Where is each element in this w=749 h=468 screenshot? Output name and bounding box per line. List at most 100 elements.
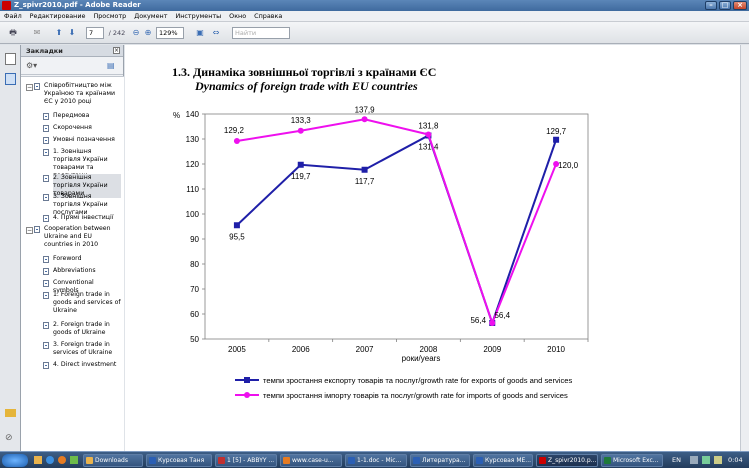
bookmarks-panel-header: Закладки × — [21, 45, 123, 57]
bookmarks-panel-icon[interactable] — [5, 73, 16, 85]
data-label-import: 129,2 — [224, 126, 245, 135]
zoom-out-button[interactable]: ⊖ — [132, 28, 140, 37]
data-label-export: 117,7 — [355, 177, 375, 186]
x-axis: 2005 2006 2007 2008 2009 2010 — [228, 339, 589, 354]
vertical-scrollbar[interactable] — [740, 45, 749, 451]
new-bookmark-icon[interactable]: ▤ — [107, 61, 115, 70]
y-tick-label: 50 — [190, 335, 199, 344]
bookmark-item[interactable]: 4. Direct investment — [43, 361, 121, 369]
print-icon[interactable]: 🖶 — [9, 28, 17, 37]
collapse-icon[interactable]: − — [26, 227, 33, 234]
bookmark-item[interactable]: 4. Прямі інвестиції — [43, 214, 121, 222]
bookmark-item[interactable]: Умовні позначення — [43, 136, 121, 144]
bookmarks-panel: Закладки × ⚙▾ ▤ − Співробітництво між Ук… — [21, 45, 124, 451]
document-page: 1.3. Динаміка зовнішньої торгівлі з краї… — [125, 45, 749, 451]
series-line-export — [236, 134, 558, 327]
bookmark-item[interactable]: Foreword — [43, 255, 121, 263]
data-label-export: 119,7 — [291, 172, 311, 181]
task-word-doc[interactable]: Литература... — [410, 454, 470, 467]
data-point-import — [361, 116, 368, 123]
legend-marker-export — [244, 377, 250, 383]
quicklaunch-firefox-icon[interactable] — [58, 456, 66, 464]
search-input[interactable]: Найти — [232, 27, 290, 39]
x-tick-label: 2009 — [483, 345, 501, 354]
bookmark-icon — [43, 342, 49, 349]
data-point-export — [233, 222, 240, 229]
folder-icon — [86, 457, 93, 464]
bookmark-item[interactable]: 2. Foreign trade in goods of Ukraine — [43, 321, 121, 337]
bookmark-item[interactable]: Скорочення — [43, 124, 121, 132]
bookmark-icon — [43, 125, 49, 132]
comments-icon[interactable] — [5, 409, 16, 417]
bookmark-item[interactable]: 3. Зовнішня торгівля України послугами — [43, 193, 121, 217]
next-page-button[interactable]: ⬇ — [68, 28, 76, 37]
panel-close-icon[interactable]: × — [113, 47, 120, 54]
task-adobe-reader[interactable]: Z_spivr2010.p... — [536, 454, 598, 467]
bookmark-item[interactable]: 3. Foreign trade in services of Ukraine — [43, 341, 121, 357]
page-number-input[interactable]: 7 — [86, 27, 104, 39]
quicklaunch-browser-icon[interactable] — [46, 456, 54, 464]
bookmark-icon — [34, 226, 40, 233]
menu-view[interactable]: Просмотр — [93, 12, 127, 20]
bookmark-group[interactable]: Cooperation between Ukraine and EU count… — [34, 225, 120, 249]
clock: 0:04 — [728, 456, 743, 464]
y-tick-label: 110 — [186, 185, 199, 194]
pages-panel-icon[interactable] — [5, 53, 16, 65]
data-point-export — [361, 166, 368, 173]
menu-file[interactable]: Файл — [4, 12, 22, 20]
bookmark-group[interactable]: Співробітництво між Україною та країнами… — [34, 82, 120, 106]
heading-ua: 1.3. Динаміка зовнішньої торгівлі з краї… — [172, 65, 436, 79]
quicklaunch-folder-icon[interactable] — [34, 456, 42, 464]
bookmark-icon — [43, 113, 49, 120]
previous-page-button[interactable]: ⬆ — [55, 28, 63, 37]
tray-icon[interactable] — [714, 456, 722, 464]
y-tick-label: 90 — [190, 235, 199, 244]
bookmark-icon — [43, 280, 49, 287]
menu-help[interactable]: Справка — [254, 12, 283, 20]
menu-edit[interactable]: Редактирование — [29, 12, 86, 20]
task-excel[interactable]: Microsoft Exc... — [601, 454, 663, 467]
x-tick-label: 2005 — [228, 345, 246, 354]
zoom-select[interactable]: 129% — [156, 27, 184, 39]
x-tick-label: 2008 — [420, 345, 438, 354]
y-tick-label: 130 — [186, 135, 200, 144]
collapse-icon[interactable]: − — [26, 84, 33, 91]
trade-chart: 1.3. Динаміка зовнішньої торгівлі з краї… — [172, 65, 589, 400]
start-button[interactable] — [2, 454, 28, 467]
fit-width-icon[interactable]: ⇔ — [212, 28, 220, 37]
bookmark-icon — [34, 83, 40, 90]
legend-marker-import — [244, 392, 250, 398]
data-point-export — [297, 161, 304, 168]
tray-icon[interactable] — [690, 456, 698, 464]
word-icon — [149, 457, 156, 464]
zoom-in-button[interactable]: ⊕ — [144, 28, 152, 37]
bookmark-item[interactable]: Передмова — [43, 112, 121, 120]
menu-tools[interactable]: Инструменты — [175, 12, 222, 20]
task-abbyy[interactable]: 1 [5] - ABBYY ... — [215, 454, 277, 467]
language-indicator[interactable]: EN — [672, 456, 681, 464]
menu-window[interactable]: Окно — [229, 12, 247, 20]
maximize-button[interactable]: □ — [719, 1, 731, 10]
bookmark-icon — [43, 322, 49, 329]
minimize-button[interactable]: – — [705, 1, 717, 10]
attachments-icon[interactable]: ⊘ — [5, 433, 13, 443]
bookmark-item-selected[interactable]: 2. Зовнішня торгівля України товарами — [43, 174, 121, 198]
email-icon[interactable]: ✉ — [33, 28, 41, 37]
menu-document[interactable]: Документ — [134, 12, 168, 20]
series-line-import — [236, 118, 558, 326]
y-tick-label: 70 — [190, 285, 199, 294]
bookmark-item[interactable]: Abbreviations — [43, 267, 121, 275]
fit-page-icon[interactable]: ▣ — [196, 28, 204, 37]
quicklaunch-app-icon[interactable] — [70, 456, 78, 464]
task-word-doc[interactable]: 1-1.doc - Mic... — [345, 454, 407, 467]
data-label-export: 131,4 — [418, 143, 439, 152]
bookmark-item[interactable]: 1. Foreign trade in goods and services o… — [43, 291, 121, 315]
task-word-doc[interactable]: Курсовая Таня — [146, 454, 212, 467]
close-button[interactable]: × — [733, 1, 747, 10]
task-browser[interactable]: www.case-u... — [280, 454, 342, 467]
task-downloads[interactable]: Downloads — [83, 454, 143, 467]
bookmark-item[interactable]: Conventional symbols — [43, 279, 121, 295]
task-word-doc[interactable]: Курсовая МЕ... — [473, 454, 533, 467]
options-icon[interactable]: ⚙▾ — [26, 61, 38, 70]
tray-icon[interactable] — [702, 456, 710, 464]
